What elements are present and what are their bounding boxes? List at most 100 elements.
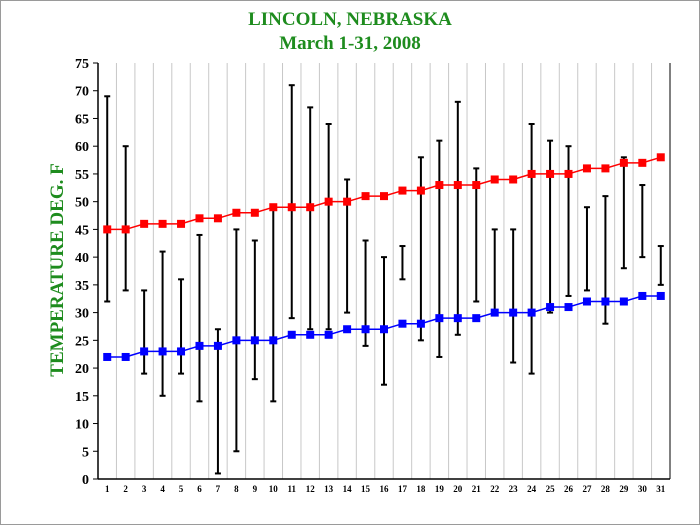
y-tick-label: 60 — [75, 140, 89, 155]
data-point-normal-high — [453, 181, 462, 190]
data-point-normal-low — [361, 325, 370, 334]
x-tick-label: 1 — [105, 484, 110, 494]
data-point-normal-low — [564, 303, 573, 312]
data-point-normal-high — [398, 186, 407, 195]
x-tick-label: 24 — [527, 484, 537, 494]
data-point-normal-high — [195, 214, 204, 223]
data-point-normal-low — [103, 352, 112, 361]
x-tick-label: 20 — [453, 484, 463, 494]
x-tick-label: 21 — [472, 484, 482, 494]
data-point-normal-low — [121, 352, 130, 361]
x-tick-label: 26 — [564, 484, 574, 494]
observed-range-bars — [104, 84, 664, 475]
x-tick-label: 18 — [416, 484, 426, 494]
data-point-normal-low — [398, 319, 407, 328]
data-point-normal-high — [638, 158, 647, 167]
normal-temperature-series — [103, 153, 665, 361]
y-tick-label: 55 — [75, 168, 89, 183]
x-tick-label: 5 — [179, 484, 184, 494]
x-tick-label: 4 — [160, 484, 165, 494]
data-point-normal-high — [472, 181, 481, 190]
grid-lines — [115, 63, 653, 479]
data-point-normal-high — [250, 208, 259, 217]
x-tick-label: 29 — [619, 484, 629, 494]
data-point-normal-low — [232, 336, 241, 345]
data-point-normal-high — [490, 175, 499, 184]
data-point-normal-low — [269, 336, 278, 345]
x-tick-label: 10 — [269, 484, 279, 494]
y-tick-label: 50 — [75, 196, 89, 211]
x-tick-label: 3 — [142, 484, 147, 494]
y-tick-label: 70 — [75, 85, 89, 100]
x-tick-label: 17 — [398, 484, 408, 494]
x-tick-label: 15 — [361, 484, 371, 494]
data-point-normal-low — [140, 347, 149, 356]
data-point-normal-low — [158, 347, 167, 356]
x-tick-label: 16 — [380, 484, 390, 494]
y-tick-label: 35 — [75, 279, 89, 294]
data-point-normal-low — [619, 297, 628, 306]
x-tick-label: 27 — [582, 484, 592, 494]
y-tick-label: 40 — [75, 251, 89, 266]
data-point-normal-low — [195, 341, 204, 350]
data-point-normal-low — [509, 308, 518, 317]
x-tick-label: 19 — [435, 484, 445, 494]
data-point-normal-high — [601, 164, 610, 173]
data-point-normal-low — [306, 330, 315, 339]
data-point-normal-high — [619, 158, 628, 167]
x-tick-label: 23 — [509, 484, 519, 494]
data-point-normal-high — [287, 203, 296, 212]
data-point-normal-high — [380, 192, 388, 201]
x-tick-label: 8 — [234, 484, 239, 494]
data-point-normal-low — [250, 336, 259, 345]
data-point-normal-low — [177, 347, 186, 356]
data-point-normal-high — [103, 225, 112, 234]
data-point-normal-high — [416, 186, 425, 195]
data-point-normal-low — [656, 291, 665, 300]
data-point-normal-low — [324, 330, 333, 339]
y-tick-label: 75 — [75, 57, 89, 72]
data-point-normal-high — [306, 203, 315, 212]
data-point-normal-high — [509, 175, 518, 184]
x-tick-label: 9 — [253, 484, 258, 494]
x-tick-label: 12 — [306, 484, 316, 494]
y-axis-ticks: 0 5 10 15 20 25 30 35 40 45 50 55 60 65 70 75 — [75, 57, 98, 488]
data-point-normal-low — [472, 314, 481, 323]
chart-title: LINCOLN, NEBRASKA — [248, 9, 452, 30]
data-point-normal-high — [177, 219, 186, 228]
data-point-normal-low — [453, 314, 462, 323]
data-point-normal-high — [232, 208, 241, 217]
y-tick-label: 5 — [82, 445, 89, 460]
data-point-normal-high — [213, 214, 222, 223]
y-tick-label: 20 — [75, 362, 89, 377]
data-point-normal-low — [380, 325, 388, 334]
y-axis-label: TEMPERATURE DEG. F — [47, 163, 68, 376]
x-tick-label: 14 — [343, 484, 353, 494]
x-tick-label: 11 — [287, 484, 296, 494]
chart-subtitle: March 1-31, 2008 — [279, 33, 421, 54]
data-point-normal-high — [158, 219, 167, 228]
data-point-normal-high — [527, 169, 536, 178]
data-point-normal-low — [601, 297, 610, 306]
data-point-normal-high — [269, 203, 278, 212]
x-tick-label: 25 — [546, 484, 556, 494]
data-point-normal-low — [213, 341, 222, 350]
y-tick-label: 65 — [75, 112, 89, 127]
data-point-normal-high — [361, 192, 370, 201]
y-tick-label: 0 — [82, 473, 89, 488]
data-point-normal-low — [527, 308, 536, 317]
data-point-normal-low — [490, 308, 499, 317]
x-tick-label: 30 — [638, 484, 648, 494]
data-point-normal-low — [343, 325, 352, 334]
data-point-normal-high — [546, 169, 555, 178]
data-point-normal-high — [564, 169, 573, 178]
data-point-normal-high — [140, 219, 149, 228]
x-tick-label: 2 — [123, 484, 128, 494]
data-point-normal-high — [656, 153, 665, 162]
data-point-normal-low — [416, 319, 425, 328]
x-tick-label: 13 — [324, 484, 334, 494]
data-point-normal-low — [435, 314, 444, 323]
data-point-normal-high — [324, 197, 333, 206]
y-tick-label: 25 — [75, 334, 89, 349]
